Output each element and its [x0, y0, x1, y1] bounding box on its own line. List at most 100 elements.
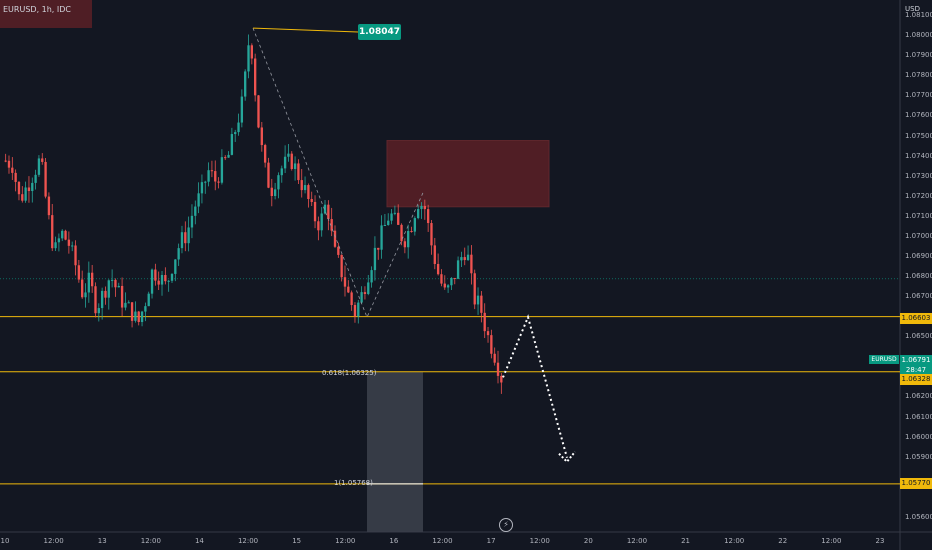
- candle-body: [307, 185, 310, 200]
- candle-body: [134, 311, 137, 321]
- candle-body: [130, 302, 134, 321]
- candle-body: [41, 158, 44, 162]
- candle-body: [413, 218, 417, 232]
- x-tick-label: 12:00: [140, 537, 161, 545]
- candle-body: [217, 181, 220, 183]
- candle-body: [117, 285, 120, 288]
- candle-body: [423, 205, 426, 210]
- x-tick-label: 20: [583, 537, 593, 545]
- candle-body: [300, 180, 303, 191]
- candle-body: [473, 273, 476, 305]
- candle-body: [380, 225, 383, 250]
- candle-body: [313, 201, 317, 222]
- candle-body: [337, 246, 340, 255]
- y-tick-label: 1.06000: [905, 432, 932, 441]
- candle-body: [440, 274, 443, 284]
- candle-body: [493, 353, 496, 363]
- candle-body: [174, 259, 177, 274]
- candle-body: [57, 238, 61, 243]
- y-tick-label: 1.08100: [905, 11, 932, 20]
- candle-body: [4, 160, 7, 162]
- candle-body: [330, 219, 333, 231]
- candle-body: [267, 162, 270, 188]
- zigzag-line: [252, 27, 424, 319]
- x-tick-label: 12:00: [237, 537, 259, 545]
- current-price-tag: 1.06791: [900, 355, 932, 366]
- candle-body: [194, 206, 197, 216]
- y-tick-label: 1.07200: [905, 191, 932, 200]
- candle-body: [273, 189, 277, 197]
- candle-body: [167, 280, 170, 282]
- candle-body: [436, 263, 440, 275]
- currency-label: USD: [905, 5, 920, 13]
- candle-body: [403, 241, 407, 248]
- candle-body: [87, 272, 90, 293]
- candle-body: [220, 157, 224, 183]
- candle-body: [227, 154, 230, 158]
- candle-body: [120, 285, 124, 308]
- candle-body: [170, 273, 174, 281]
- fib1-price-tag: 1.05770: [900, 478, 932, 489]
- y-tick-label: 1.06100: [905, 412, 932, 421]
- candle-body: [270, 187, 273, 197]
- symbol-legend[interactable]: EURUSD, 1h, IDC: [3, 5, 71, 14]
- candle-body: [21, 194, 24, 201]
- candle-body: [360, 292, 363, 303]
- candle-body: [443, 283, 446, 288]
- candle-body: [456, 260, 460, 279]
- candle-body: [320, 213, 323, 231]
- y-tick-label: 1.07400: [905, 151, 932, 160]
- candle-body: [430, 223, 433, 246]
- candle-body: [347, 286, 350, 293]
- candle-body: [393, 212, 397, 214]
- candle-body: [71, 245, 74, 247]
- candle-body: [34, 174, 37, 183]
- candle-body: [387, 220, 390, 226]
- candle-body: [350, 292, 353, 306]
- candle-body: [446, 285, 450, 288]
- y-tick-label: 1.05900: [905, 452, 932, 461]
- candle-body: [490, 335, 493, 354]
- projection-path: [502, 314, 568, 458]
- candle-body: [237, 122, 240, 133]
- x-tick-label: 14: [194, 537, 204, 545]
- candle-body: [24, 187, 27, 201]
- candle-body: [67, 239, 71, 246]
- candle-body: [293, 163, 297, 169]
- candle-body: [340, 254, 343, 278]
- candle-body: [11, 167, 14, 173]
- candle-body: [257, 95, 260, 128]
- countdown-tag: 28:47: [900, 365, 932, 376]
- y-tick-label: 1.08000: [905, 31, 932, 40]
- candle-body: [327, 204, 330, 220]
- x-tick-label: 12:00: [821, 537, 842, 545]
- candle-body: [287, 153, 290, 157]
- candle-body: [224, 157, 227, 159]
- candle-body: [317, 221, 320, 231]
- candle-body: [483, 312, 486, 332]
- candle-body: [343, 277, 347, 287]
- candle-body: [54, 242, 57, 249]
- candle-body: [407, 231, 410, 248]
- y-tick-label: 1.07100: [905, 211, 932, 220]
- candle-body: [114, 279, 117, 288]
- candle-body: [480, 295, 483, 313]
- candle-body: [160, 275, 164, 285]
- candle-body: [51, 215, 54, 249]
- candle-body: [370, 270, 373, 283]
- x-tick-label: 12:00: [529, 537, 550, 545]
- candle-body: [147, 293, 150, 307]
- candle-body: [450, 277, 453, 286]
- flash-icon[interactable]: ⚡: [499, 518, 513, 532]
- candle-body: [353, 305, 357, 317]
- candle-body: [177, 248, 180, 260]
- x-tick-label: 10: [0, 537, 10, 545]
- candle-body: [244, 71, 247, 97]
- candle-body: [200, 182, 204, 194]
- candle-body: [14, 172, 17, 182]
- y-tick-label: 1.07300: [905, 171, 932, 180]
- candle-body: [420, 205, 423, 210]
- y-tick-label: 1.07600: [905, 111, 932, 120]
